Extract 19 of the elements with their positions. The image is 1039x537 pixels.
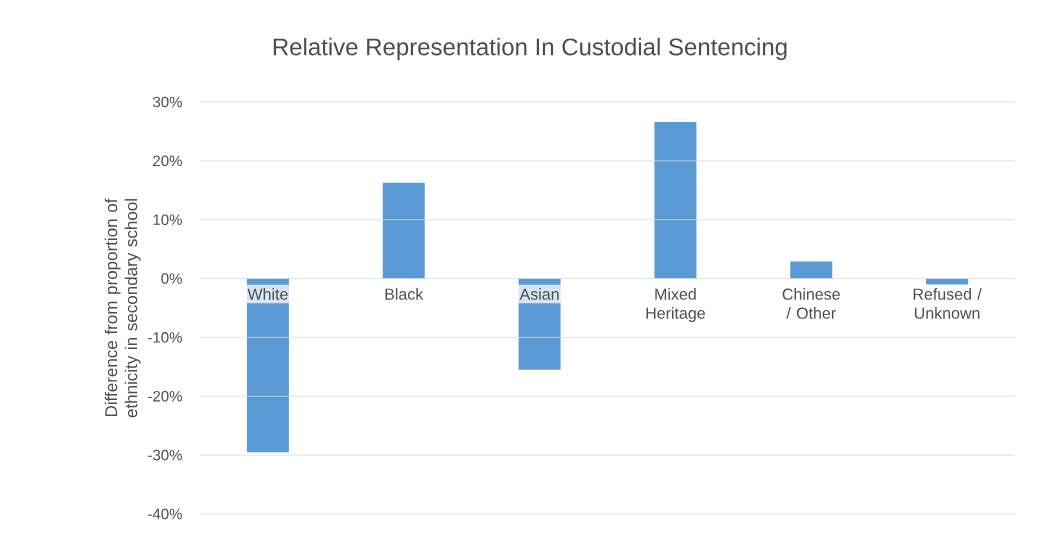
y-tick-label: 30% [153,96,182,108]
bar [382,182,425,279]
x-tick-label: Black [385,288,424,300]
y-axis-title: Difference from proportion of ethnicity in secondary school [104,198,141,418]
y-tick-label: 0% [161,273,182,284]
y-tick-label: -40% [148,508,182,520]
x-tick-label: Asian [519,288,559,300]
x-tick-label: Chinese / Other [782,288,840,319]
y-tick-label: -10% [148,332,182,343]
bar [654,122,697,279]
bar [790,261,833,279]
y-tick-label: 20% [153,155,182,167]
chart-title: Relative Representation In Custodial Sentencing [273,37,787,61]
y-tick-label: -30% [148,449,182,461]
y-tick-label: -20% [148,390,182,402]
x-tick-label: White [247,288,288,300]
x-tick-label: Refused / Unknown [913,288,982,319]
y-tick-label: 10% [153,214,182,226]
x-tick-label: Mixed Heritage [646,288,705,323]
